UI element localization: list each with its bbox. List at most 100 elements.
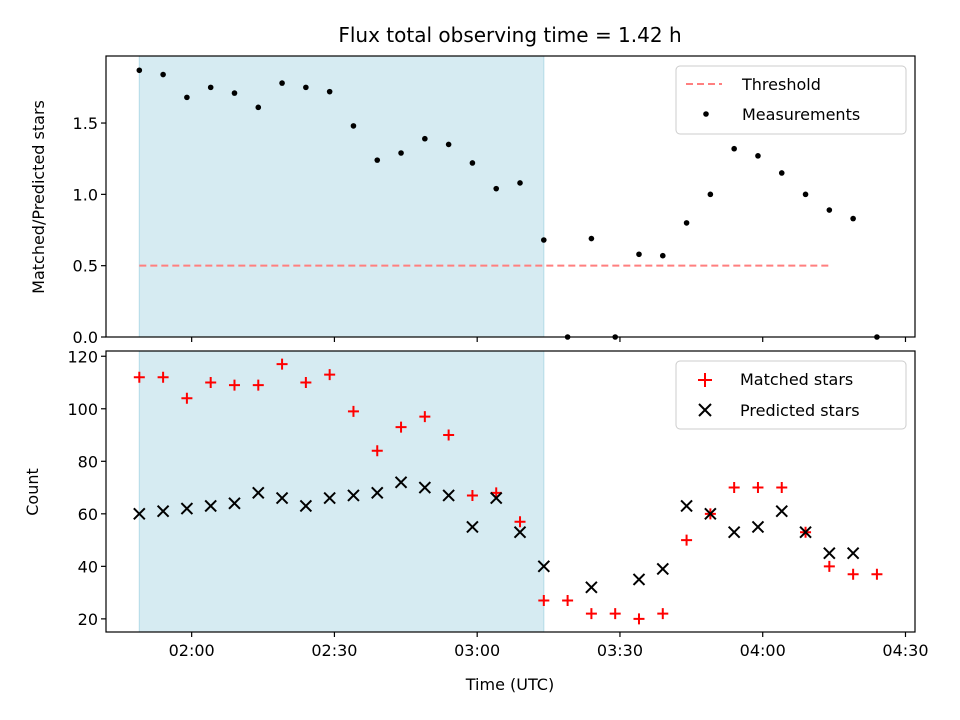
chart-title: Flux total observing time = 1.42 h [338,23,681,47]
measurements-point [469,160,476,166]
predicted-stars-point [156,504,170,518]
top-legend-box [675,65,907,135]
matched-stars-legend-marker [698,373,712,387]
matched-stars-point [276,358,288,370]
matched-stars-point [324,369,336,381]
predicted-stars-point [228,497,241,510]
matched-stars-point [823,560,835,572]
bottom-data-marks [133,358,883,625]
predicted-stars-point [537,560,551,573]
predicted-stars-point [490,491,503,505]
measurements-point [398,150,404,156]
predicted-stars-point [323,491,336,505]
bottom-y-axis-label: Count [23,468,42,516]
predicted-stars-point [394,476,408,489]
measurements-point [778,170,785,176]
predicted-stars-point [585,581,598,594]
measurements-point [517,180,523,186]
measurements-point [826,207,833,213]
predicted-stars-point [275,491,289,505]
bottom-axis-ticks: 20 40 60 80 100 120 02:00 02:30 03:00 03:30 04:00 0… [67,347,928,660]
top-y-tick-label: 1.0 [73,185,98,204]
predicted-stars-legend-marker [698,403,712,417]
predicted-stars-point [799,525,812,539]
matched-stars-point [181,392,193,404]
bottom-y-tick-label: 20 [78,610,98,629]
predicted-stars-point [252,486,265,500]
matched-stars-point [562,594,574,606]
predicted-stars-point [133,507,146,521]
measurements-legend-label: Measurements [742,105,860,124]
matched-stars-point [514,516,526,528]
matched-stars-point [847,568,859,580]
matched-stars-point [585,608,597,620]
matched-stars-point [538,594,550,606]
measurements-point [231,90,238,96]
matched-stars-point [609,608,621,620]
measurements-point [303,84,309,91]
matched-stars-point [300,377,312,389]
predicted-stars-legend-label: Predicted stars [740,401,860,420]
top-y-tick-label: 0.0 [73,328,98,347]
bottom-y-tick-label: 100 [67,400,98,419]
matched-stars-point [490,487,502,499]
x-tick-label: 02:30 [311,641,357,660]
top-panel: 0.0 0.5 1.0 1.5 Matched/Predicted stars Thr… [29,55,916,347]
matched-stars-point [657,608,669,620]
bottom-legend: Matched stars Predicted stars [675,360,907,430]
predicted-stars-point [347,489,360,502]
measurements-point [350,123,357,129]
measurements-point [184,94,190,101]
top-y-axis-label: Matched/Predicted stars [29,100,48,294]
x-tick-label: 03:30 [597,641,643,660]
predicted-stars-point [204,499,217,513]
bottom-y-tick-label: 40 [78,557,98,576]
measurements-point [707,191,714,198]
top-shaded-region [138,55,545,338]
predicted-stars-point [727,525,741,539]
measurements-point [683,220,690,226]
top-legend: Threshold Measurements [675,65,907,135]
matched-stars-point [419,411,431,423]
measurements-point [659,252,666,259]
bottom-panel: 20 40 60 80 100 120 02:00 02:30 03:00 03:30 04:00 0… [23,347,929,694]
measurements-point [731,145,737,152]
matched-stars-point [681,534,693,546]
measurements-point [850,215,856,222]
matched-stars-point [371,445,383,457]
matched-stars-point [205,377,217,389]
measurements-point [279,80,285,86]
measurements-point [445,141,452,148]
measurements-point [588,235,595,242]
predicted-stars-point [513,525,527,539]
predicted-stars-point [466,520,479,534]
matched-stars-point [871,568,883,580]
predicted-stars-point [180,502,194,515]
matched-stars-point [466,489,478,501]
x-tick-label: 02:00 [169,641,215,660]
predicted-stars-point [632,573,646,586]
measurements-point [422,135,428,142]
top-y-tick-label: 1.5 [73,114,98,133]
matched-stars-point [776,482,788,494]
predicted-stars-point [442,489,455,502]
bottom-y-tick-label: 120 [67,347,98,366]
predicted-stars-point [704,507,717,521]
measurements-point [802,191,809,198]
matched-stars-point [395,421,407,433]
predicted-stars-point [299,499,313,513]
bottom-shaded-region [138,350,545,633]
top-data-marks [136,67,880,340]
measurements-point [255,104,262,111]
predicted-stars-point [846,547,860,560]
matched-stars-legend-label: Matched stars [740,370,853,389]
measurements-point [374,157,381,163]
predicted-stars-point [823,547,836,560]
matched-stars-point [443,429,455,441]
matched-stars-point [633,613,645,625]
measurements-point [493,185,500,192]
predicted-stars-point [656,562,669,576]
threshold-legend-label: Threshold [741,75,821,94]
measurements-point [160,71,166,78]
